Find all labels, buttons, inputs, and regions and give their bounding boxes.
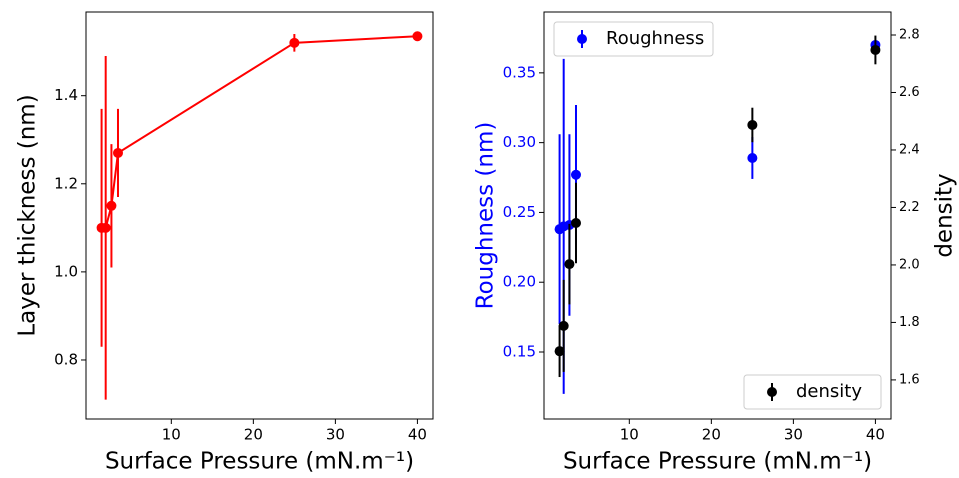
y-axis-label: Layer thickness (nm) [15,94,41,336]
x-tick-label: 20 [244,426,263,444]
legend-label: Roughness [606,28,704,49]
legend-marker [577,34,587,44]
legend-label: density [796,381,862,402]
legend-box [743,374,882,410]
data-point [747,152,758,163]
plot-area [85,11,434,420]
data-point [870,44,881,55]
y2-tick-label: 1.6 [899,372,920,387]
data-point [747,119,758,130]
x-tick-label: 20 [702,426,721,444]
y2-tick-label: 2.0 [899,257,920,272]
x-tick-label: 30 [784,426,803,444]
x-axis-label: Surface Pressure (mN.m⁻¹) [563,449,872,475]
x-tick-label: 40 [866,426,885,444]
legend-box [553,21,714,57]
y2-tick-label: 2.6 [899,85,920,100]
data-point [412,31,423,42]
y-axis-label: Roughness (nm) [473,122,499,310]
y-tick-label: 0.35 [503,63,536,81]
data-point [564,259,575,270]
data-point [558,320,569,331]
y-tick-label: 0.20 [503,273,536,291]
y2-axis-label: density [932,173,958,257]
data-point [112,147,123,158]
y2-tick-label: 2.8 [899,27,920,42]
y2-tick-label: 2.4 [899,142,920,157]
y2-tick-label: 1.8 [899,315,920,330]
plot-area [543,11,892,420]
x-tick-label: 30 [326,426,345,444]
data-point [289,37,300,48]
legend-marker [767,387,777,397]
x-tick-label: 10 [162,426,181,444]
data-point [100,222,111,233]
y-tick-label: 0.15 [503,343,536,361]
data-line [101,35,418,229]
y-tick-label: 1.4 [54,86,78,104]
data-point [570,169,581,180]
y2-tick-label: 2.2 [899,200,920,215]
x-tick-label: 10 [620,426,639,444]
y-tick-label: 1.0 [54,262,78,280]
y-tick-label: 1.2 [54,174,78,192]
y-tick-label: 0.8 [54,350,78,368]
x-tick-label: 40 [408,426,427,444]
data-point [106,200,117,211]
y-tick-label: 0.25 [503,203,536,221]
data-point [554,346,565,357]
y-tick-label: 0.30 [503,133,536,151]
x-axis-label: Surface Pressure (mN.m⁻¹) [105,449,414,475]
data-point [570,217,581,228]
